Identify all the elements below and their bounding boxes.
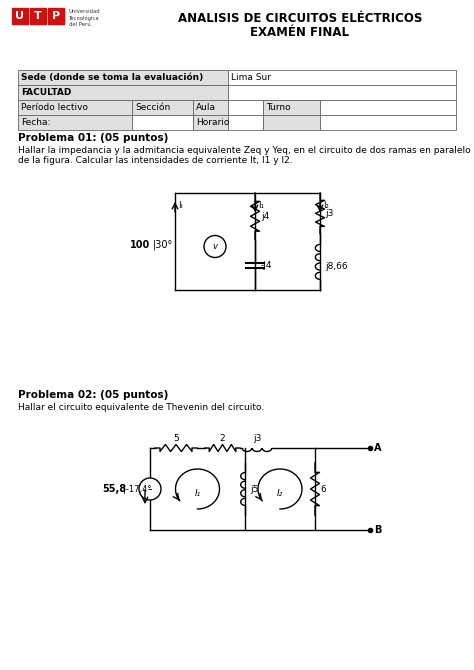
Bar <box>132 100 193 115</box>
Bar <box>48 8 64 24</box>
Text: Lima Sur: Lima Sur <box>231 73 271 82</box>
Text: |30°: |30° <box>153 239 173 250</box>
Text: -: - <box>148 484 152 496</box>
Text: Período lectivo: Período lectivo <box>21 103 88 112</box>
Text: A: A <box>374 443 382 453</box>
Bar <box>228 85 456 100</box>
Bar <box>320 115 456 130</box>
Text: T: T <box>34 11 42 21</box>
Bar <box>18 70 228 85</box>
Text: j5: j5 <box>250 484 258 494</box>
Text: Problema 01: (05 puntos): Problema 01: (05 puntos) <box>18 133 168 143</box>
Bar <box>18 100 132 115</box>
Text: I₂: I₂ <box>323 201 329 210</box>
Text: P: P <box>52 11 60 21</box>
Text: j3: j3 <box>253 434 261 443</box>
Text: Sede (donde se toma la evaluación): Sede (donde se toma la evaluación) <box>21 73 203 82</box>
Text: j3: j3 <box>325 209 333 218</box>
Text: FACULTAD: FACULTAD <box>21 88 72 97</box>
Text: I₁: I₁ <box>194 488 201 498</box>
Text: U: U <box>16 11 25 21</box>
Circle shape <box>139 478 161 500</box>
Text: I₁: I₁ <box>258 201 264 210</box>
Text: 100: 100 <box>130 239 150 249</box>
Text: Universidad
Tecnológica
del Perú: Universidad Tecnológica del Perú <box>69 9 100 27</box>
Text: ANALISIS DE CIRCUITOS ELÉCTRICOS: ANALISIS DE CIRCUITOS ELÉCTRICOS <box>178 12 422 25</box>
Bar <box>12 8 28 24</box>
Text: Sección: Sección <box>135 103 170 112</box>
Text: -j4: -j4 <box>261 261 273 270</box>
Text: EXAMÉN FINAL: EXAMÉN FINAL <box>250 26 349 39</box>
Bar <box>132 115 193 130</box>
Bar <box>228 70 456 85</box>
Bar <box>263 115 320 130</box>
Text: Hallar el circuito equivalente de Thevenin del circuito.: Hallar el circuito equivalente de Theven… <box>18 403 264 412</box>
Text: B: B <box>374 525 382 535</box>
Text: 6: 6 <box>320 484 326 494</box>
Text: Turno: Turno <box>266 103 291 112</box>
Text: v: v <box>212 242 218 251</box>
Text: j4: j4 <box>261 212 269 221</box>
Text: Iₜ: Iₜ <box>178 201 183 210</box>
Bar <box>18 115 132 130</box>
Text: Horario: Horario <box>196 118 229 127</box>
Text: 2: 2 <box>219 434 225 443</box>
Text: Fecha:: Fecha: <box>21 118 50 127</box>
Bar <box>263 100 320 115</box>
Bar <box>193 100 228 115</box>
Text: 55,8: 55,8 <box>102 484 126 494</box>
Text: 5: 5 <box>173 434 179 443</box>
Bar <box>18 85 228 100</box>
Text: Hallar la impedancia y la admitancia equivalente Zeq y Yeq, en el circuito de do: Hallar la impedancia y la admitancia equ… <box>18 146 471 155</box>
Text: Aula: Aula <box>196 103 216 112</box>
Text: I₂: I₂ <box>277 488 283 498</box>
Bar <box>193 115 228 130</box>
Bar <box>320 100 456 115</box>
Bar <box>228 100 263 115</box>
Text: de la figura. Calcular las intensidades de corriente It, I1 y I2.: de la figura. Calcular las intensidades … <box>18 156 292 165</box>
Text: j8,66: j8,66 <box>325 263 347 271</box>
Text: |-17,4°: |-17,4° <box>123 484 152 494</box>
Bar <box>30 8 46 24</box>
Circle shape <box>204 235 226 257</box>
Bar <box>228 115 263 130</box>
Text: Problema 02: (05 puntos): Problema 02: (05 puntos) <box>18 390 168 400</box>
